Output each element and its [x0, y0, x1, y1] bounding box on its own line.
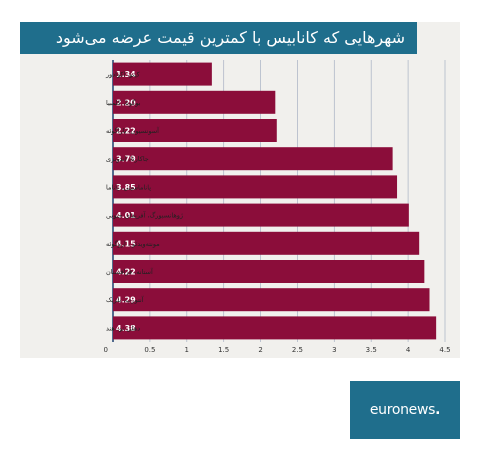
category-label: پاناماسیتی، پاناما [106, 183, 151, 191]
chart-title: شهرهایی که کانابیس با کمترین قیمت عرضه م… [20, 22, 417, 54]
bar [113, 260, 425, 283]
logo-text: euronews. [369, 402, 441, 418]
value-label: 4.38 [116, 324, 136, 333]
bars [113, 62, 437, 340]
category-label: آستانه، قزاقستان [106, 267, 154, 276]
euronews-logo: euronews. [350, 381, 460, 439]
bar [113, 62, 212, 86]
category-label: دهلی نو، هند [106, 324, 140, 332]
x-tick-label: 3.5 [366, 346, 377, 354]
category-label: ژوهانسبورگ، آفریقای جنوبی [106, 211, 183, 220]
value-label: 2.22 [116, 127, 136, 136]
bar [113, 147, 393, 171]
x-tick-label: 0.5 [144, 346, 155, 354]
bar [113, 90, 276, 114]
bar [113, 231, 420, 255]
bar [113, 203, 409, 227]
value-label: 3.79 [116, 155, 136, 164]
x-tick-label: 1 [185, 346, 189, 354]
value-label: 4.01 [116, 211, 136, 220]
category-label: جاکارتا، اندونزی [106, 155, 149, 163]
x-tick-label: 2 [258, 346, 262, 354]
bar [113, 316, 437, 340]
value-label: 4.15 [116, 239, 136, 248]
x-tick-label: 0 [104, 346, 108, 354]
bar [113, 288, 430, 312]
value-label: 3.85 [116, 183, 136, 192]
category-label: کیتو، اکوادور [105, 71, 141, 79]
category-label: بوگوتا، کلمبیا [106, 99, 141, 107]
category-label: مونته‌ویدئو ، اروگوئه [106, 240, 160, 248]
x-tick-label: 4.5 [439, 346, 450, 354]
value-label: 2.20 [116, 98, 136, 107]
value-label: 4.22 [116, 268, 136, 277]
category-label: آنتورپ، بلژیک [106, 295, 145, 304]
value-label: 4.29 [116, 296, 136, 305]
bar [113, 119, 277, 142]
value-label: 1.34 [116, 70, 136, 79]
x-tick-label: 2.5 [292, 346, 303, 354]
x-tick-label: 3 [332, 346, 336, 354]
x-tick-label: 1.5 [218, 346, 229, 354]
bar [113, 175, 398, 199]
category-label: آسونسیون، پاراگوئه [106, 126, 160, 135]
x-tick-label: 4 [406, 346, 411, 354]
